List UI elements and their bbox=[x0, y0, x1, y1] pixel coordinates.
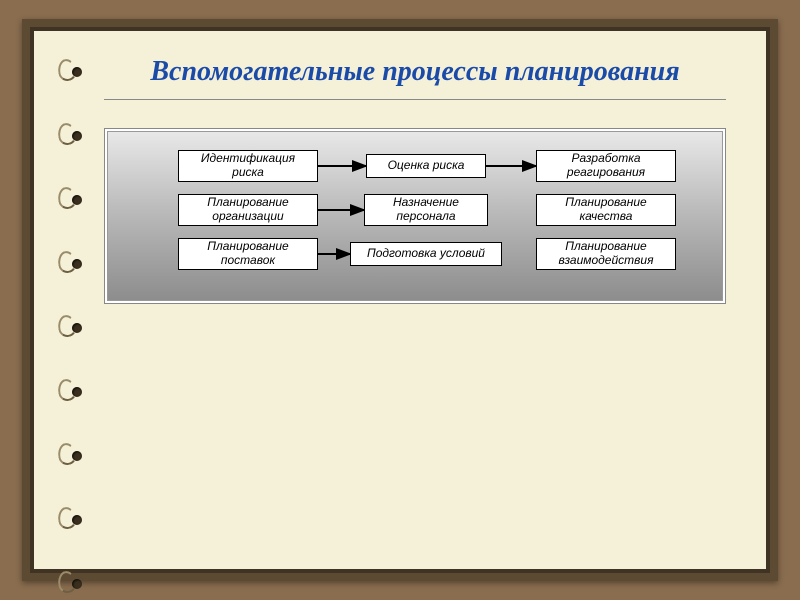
slide-outer-frame: Вспомогательные процессы планирования Ид… bbox=[22, 19, 778, 581]
flow-node-n5: Назначение персонала bbox=[364, 194, 488, 226]
flow-node-n6: Планирование качества bbox=[536, 194, 676, 226]
diagram-container: Идентификация риска Оценка риска Разработк… bbox=[104, 128, 726, 304]
flow-node-n4: Планирование организации bbox=[178, 194, 318, 226]
binder-ring bbox=[62, 189, 84, 211]
flowchart-diagram: Идентификация риска Оценка риска Разработк… bbox=[107, 131, 723, 301]
flow-node-n9: Планирование взаимодействия bbox=[536, 238, 676, 270]
binder-ring bbox=[62, 509, 84, 531]
binder-ring bbox=[62, 573, 84, 595]
binder-rings bbox=[62, 61, 84, 595]
title-underline bbox=[104, 99, 726, 100]
binder-ring bbox=[62, 61, 84, 83]
flow-node-n8: Подготовка условий bbox=[350, 242, 502, 266]
flow-node-n3: Разработка реагирования bbox=[536, 150, 676, 182]
binder-ring bbox=[62, 381, 84, 403]
flow-node-n2: Оценка риска bbox=[366, 154, 486, 178]
slide-inner-frame: Вспомогательные процессы планирования Ид… bbox=[30, 27, 770, 573]
slide-title: Вспомогательные процессы планирования bbox=[104, 55, 726, 89]
flow-node-n1: Идентификация риска bbox=[178, 150, 318, 182]
binder-ring bbox=[62, 445, 84, 467]
binder-ring bbox=[62, 253, 84, 275]
binder-ring bbox=[62, 125, 84, 147]
flow-node-n7: Планирование поставок bbox=[178, 238, 318, 270]
binder-ring bbox=[62, 317, 84, 339]
slide: Вспомогательные процессы планирования Ид… bbox=[34, 31, 766, 569]
